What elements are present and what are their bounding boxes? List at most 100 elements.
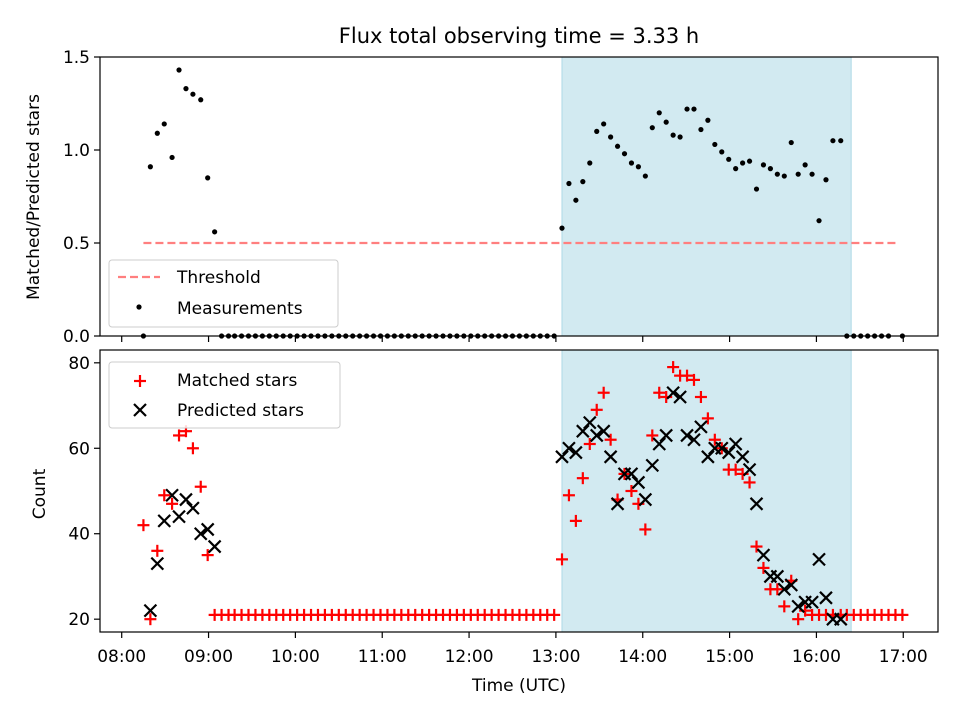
matched-star-point <box>583 438 596 450</box>
measurement-point <box>559 225 565 231</box>
measurement-point <box>691 106 697 112</box>
matched-star-point <box>896 608 909 621</box>
measurement-point <box>774 171 780 177</box>
measurement-point <box>788 139 794 146</box>
predicted-star-point <box>200 522 215 537</box>
matched-star-point <box>151 544 164 557</box>
predicted-star-point <box>603 450 618 464</box>
predicted-star-point <box>770 569 785 584</box>
matched-star-point <box>604 433 617 446</box>
y-tick-label: 0.0 <box>63 327 90 347</box>
matched-star-point <box>555 553 568 566</box>
predicted-star-point <box>624 467 639 481</box>
y-tick-label: 1.0 <box>63 141 90 161</box>
matched-star-point <box>771 583 784 596</box>
predicted-star-point <box>596 424 611 438</box>
y-tick-label: 60 <box>68 439 90 459</box>
measurement-point <box>621 151 628 157</box>
ratio-panel: 0.0 0.5 1.0 1.5 Matched/Predicted stars Thr… <box>24 48 939 347</box>
matched-star-point <box>562 489 575 502</box>
y-tick-label: 20 <box>68 610 90 630</box>
predicted-star-point <box>673 390 687 404</box>
matched-legend-swatch <box>134 375 146 387</box>
measurement-point <box>767 166 774 172</box>
matched-star-point <box>757 561 770 574</box>
predicted-star-point <box>805 595 819 609</box>
predicted-star-point <box>610 497 625 511</box>
predicted-star-point <box>576 424 590 438</box>
matched-star-point <box>694 391 707 403</box>
measurement-point <box>838 138 844 144</box>
count-legend: Matched stars Predicted stars <box>108 361 341 429</box>
ratio-y-label: Matched/Predicted stars <box>24 94 44 300</box>
predicted-star-point <box>562 441 576 456</box>
ratio-plot-frame <box>99 56 939 337</box>
predicted-star-point <box>652 437 667 451</box>
x-tick-label: 08:00 <box>97 647 146 667</box>
predicted-star-point <box>186 501 200 515</box>
predicted-star-point <box>714 441 729 456</box>
matched-star-point <box>186 442 199 455</box>
predicted-star-point <box>172 509 186 524</box>
predicted-star-point <box>645 458 660 473</box>
predicted-star-point <box>680 428 694 443</box>
measurement-point <box>656 110 662 116</box>
matched-star-point <box>646 429 659 442</box>
predicted-star-point <box>638 492 653 507</box>
time-x-axis: 08:00 09:00 10:00 11:00 12:00 13:00 14:00 15:00… <box>97 336 928 667</box>
y-tick-label: 40 <box>68 525 90 545</box>
measurement-point <box>573 197 579 203</box>
measurements-legend-label: Measurements <box>177 299 303 319</box>
predicted-star-point <box>193 526 208 541</box>
predicted-star-point <box>143 603 158 618</box>
measurement-point <box>684 106 690 112</box>
matched-star-point <box>569 514 582 527</box>
count-y-axis: 20 40 60 80 <box>68 354 100 630</box>
measurement-point <box>649 125 655 131</box>
measurements-legend-swatch <box>136 304 142 310</box>
matched-star-point <box>597 386 610 399</box>
measurement-point <box>663 119 669 125</box>
matched-star-point <box>778 600 791 613</box>
y-tick-label: 80 <box>68 354 90 374</box>
measurement-point <box>205 175 211 181</box>
predicted-star-point <box>728 437 743 451</box>
measurement-point <box>642 173 648 179</box>
matched-star-point <box>639 523 652 536</box>
y-tick-label: 0.5 <box>63 234 90 254</box>
matched-star-point <box>166 497 179 510</box>
threshold-legend-label: Threshold <box>176 268 261 288</box>
measurement-point <box>169 154 175 161</box>
matched-star-point <box>687 373 700 386</box>
measurement-point <box>190 91 196 97</box>
predicted-star-point <box>791 599 805 614</box>
y-tick-label: 1.5 <box>63 48 90 68</box>
measurement-point <box>198 97 204 103</box>
matched-star-point <box>590 403 603 416</box>
predicted-star-point <box>721 445 736 460</box>
measurement-point <box>628 160 635 166</box>
predicted-star-point <box>569 445 583 460</box>
predicted-star-point <box>735 450 750 464</box>
x-tick-label: 10:00 <box>271 647 320 667</box>
matched-star-point <box>194 480 207 493</box>
predicted-star-point <box>555 450 569 464</box>
measurement-point <box>566 180 572 187</box>
matched-star-point <box>743 476 756 489</box>
predicted-star-point <box>819 591 833 605</box>
predicted-star-point <box>659 428 673 443</box>
matched-star-point <box>548 608 561 621</box>
chart-title: Flux total observing time = 3.33 h <box>339 24 699 48</box>
measurement-point <box>781 173 787 179</box>
predicted-star-point <box>165 488 179 503</box>
predicted-star-point <box>687 432 701 447</box>
x-tick-label: 09:00 <box>184 647 233 667</box>
matched-star-point <box>667 361 680 374</box>
count-y-label: Count <box>30 468 50 519</box>
measurement-point <box>614 143 621 149</box>
x-tick-label: 17:00 <box>879 647 928 667</box>
measurement-point <box>746 158 753 164</box>
matched-star-point <box>625 485 638 497</box>
measurement-point <box>608 134 614 140</box>
